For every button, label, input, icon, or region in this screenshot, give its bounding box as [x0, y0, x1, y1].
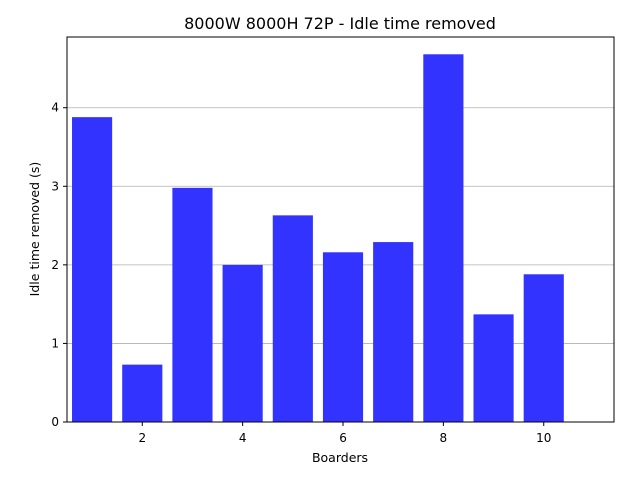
y-tick-label: 1: [51, 336, 59, 350]
x-tick-label: 2: [138, 431, 146, 445]
chart-title: 8000W 8000H 72P - Idle time removed: [184, 14, 496, 33]
y-axis-label: Idle time removed (s): [27, 162, 42, 297]
x-tick-label: 4: [239, 431, 247, 445]
y-tick-label: 4: [51, 101, 59, 115]
bar-10: [523, 274, 564, 422]
x-tick-label: 10: [536, 431, 551, 445]
bar-5: [272, 215, 313, 422]
x-tick-label: 6: [339, 431, 347, 445]
x-tick-label: 8: [440, 431, 448, 445]
bar-9: [473, 314, 514, 422]
bar-3: [172, 187, 213, 422]
bar-6: [322, 252, 364, 422]
y-tick-label: 0: [51, 415, 59, 429]
bar-8: [423, 54, 464, 423]
bar-1: [72, 117, 113, 423]
bar-7: [373, 242, 414, 422]
y-tick-label: 3: [51, 179, 59, 193]
bar-4: [222, 264, 263, 422]
y-tick-label: 2: [51, 258, 59, 272]
y-axis-ticks: 0 1 2 3 4: [51, 101, 67, 429]
x-axis-label: Boarders: [312, 450, 368, 465]
bars: [72, 54, 564, 423]
bar-2: [122, 364, 163, 422]
x-axis-ticks: 2 4 6 8 10: [138, 422, 551, 445]
plot-frame: [66, 36, 615, 423]
